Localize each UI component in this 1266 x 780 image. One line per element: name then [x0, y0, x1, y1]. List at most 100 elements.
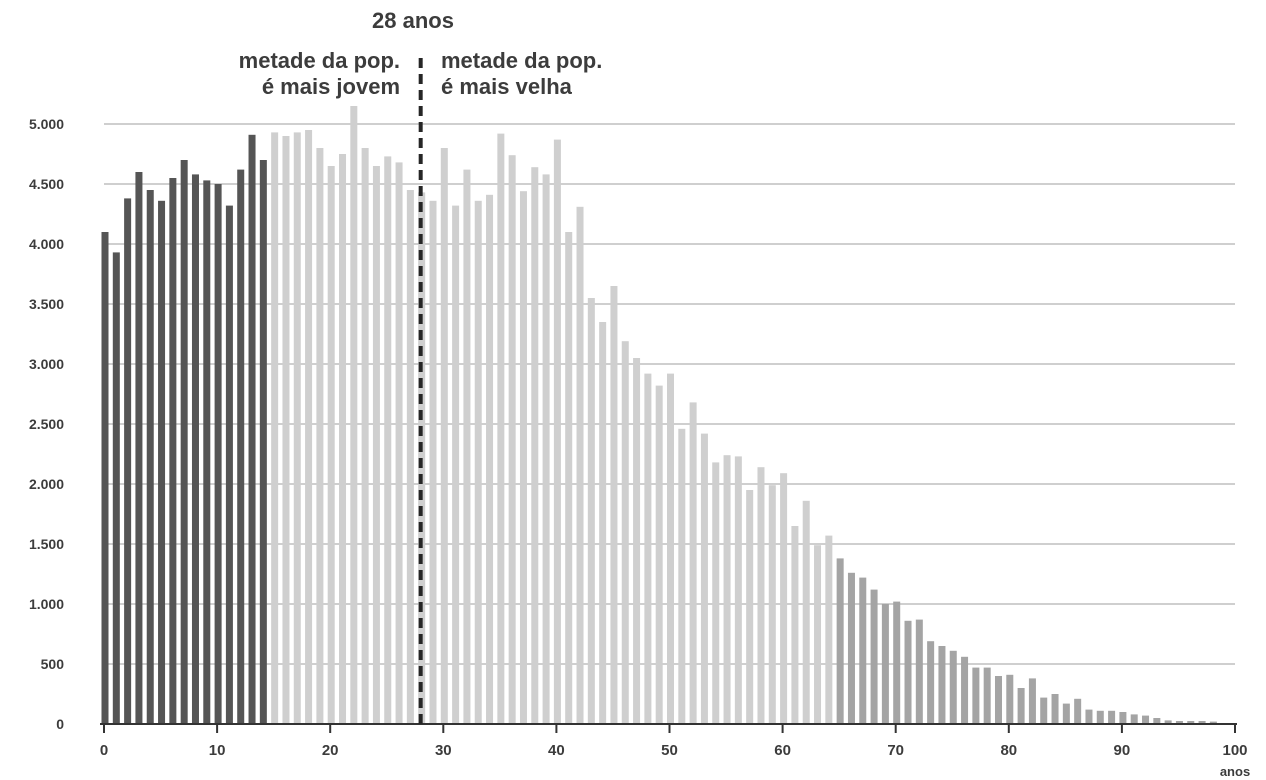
bar — [497, 133, 505, 725]
bar — [814, 545, 822, 724]
bar — [124, 198, 132, 724]
bar — [938, 646, 946, 724]
y-tick-label: 4.000 — [29, 236, 64, 252]
bar — [870, 589, 878, 724]
older-half-line2: é mais velha — [441, 74, 572, 99]
bar — [180, 160, 188, 724]
bar — [881, 604, 889, 724]
bar — [259, 160, 267, 724]
bar — [1130, 714, 1138, 724]
bar — [169, 178, 177, 724]
older-half-line1: metade da pop. — [441, 48, 603, 73]
bar — [961, 656, 969, 724]
x-tick-label: 60 — [774, 742, 791, 759]
bar — [1028, 678, 1036, 724]
y-tick-label: 2.000 — [29, 476, 64, 492]
bar — [1006, 674, 1014, 724]
bar — [689, 402, 697, 724]
bar — [361, 148, 369, 724]
bar — [135, 172, 143, 724]
bar — [350, 106, 358, 724]
y-tick-label: 0 — [56, 716, 64, 732]
y-tick-label: 3.500 — [29, 296, 64, 312]
x-tick-label: 70 — [887, 742, 904, 759]
bar — [519, 191, 527, 724]
younger-half-line1: metade da pop. — [238, 48, 400, 73]
bar — [802, 500, 810, 724]
bar — [237, 169, 245, 725]
y-tick-label: 1.000 — [29, 596, 64, 612]
bar — [406, 190, 414, 724]
bar — [825, 535, 833, 724]
bar — [1108, 710, 1116, 724]
bar — [1142, 715, 1150, 724]
bar — [949, 650, 957, 724]
younger-half-line2: é mais jovem — [261, 74, 400, 99]
bar — [576, 206, 584, 725]
x-tick-label: 0 — [100, 742, 108, 759]
bar — [700, 433, 708, 724]
bar — [1164, 720, 1172, 724]
bar — [305, 130, 313, 724]
bar — [486, 194, 494, 725]
bar — [836, 558, 844, 724]
bars — [101, 106, 1217, 725]
bar — [666, 373, 675, 724]
bar — [225, 205, 233, 725]
bar — [1040, 697, 1048, 724]
bar — [847, 572, 855, 724]
bar — [191, 174, 199, 724]
y-tick-label: 4.500 — [29, 176, 64, 192]
bar — [644, 373, 652, 724]
x-tick-label: 20 — [322, 742, 339, 759]
bar — [927, 641, 935, 724]
bar — [531, 167, 539, 724]
y-tick-label: 5.000 — [29, 116, 64, 132]
bar — [293, 132, 301, 724]
bar — [384, 156, 392, 724]
bar — [1198, 721, 1206, 724]
bar — [972, 667, 980, 724]
y-tick-label: 500 — [41, 656, 65, 672]
bar — [508, 155, 516, 724]
bar — [1062, 703, 1070, 724]
bar — [768, 485, 776, 724]
bar — [915, 619, 923, 724]
x-tick-label: 90 — [1114, 742, 1131, 759]
bar — [757, 467, 765, 724]
bar — [587, 298, 595, 724]
bar — [565, 232, 573, 724]
bar — [440, 148, 448, 724]
bar — [893, 601, 901, 724]
bar — [1074, 698, 1082, 724]
bar — [723, 455, 731, 724]
bar — [395, 162, 403, 724]
bar — [599, 322, 607, 724]
bar — [610, 286, 618, 724]
bar — [463, 169, 471, 725]
bar — [327, 166, 335, 724]
x-tick-label: 50 — [661, 742, 678, 759]
bar — [158, 200, 166, 725]
bar — [655, 385, 663, 724]
x-tick-label: 100 — [1222, 742, 1247, 759]
younger-half-annotation: metade da pop. é mais jovem — [239, 48, 400, 100]
median-label: 28 anos — [372, 8, 454, 33]
bar — [859, 577, 867, 724]
bar — [1187, 721, 1195, 724]
bar — [621, 341, 629, 724]
bar — [214, 184, 222, 724]
bar — [146, 190, 154, 724]
x-tick-label: 30 — [435, 742, 452, 759]
bar — [1096, 710, 1104, 724]
bar — [248, 134, 256, 725]
y-axis-ticks: 0 500 1.000 1.500 2.000 2.500 3.000 3.500 4.000 4… — [29, 116, 64, 732]
bar — [633, 358, 641, 724]
bar — [474, 200, 482, 725]
y-tick-label: 1.500 — [29, 536, 64, 552]
bar — [746, 490, 754, 724]
bar — [1017, 688, 1025, 724]
bar — [282, 136, 290, 724]
bar — [101, 232, 109, 724]
